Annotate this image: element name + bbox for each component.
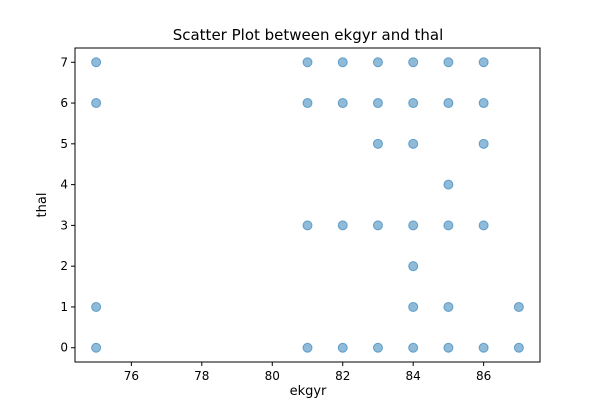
y-tick-label: 5 (60, 137, 68, 151)
data-point (443, 301, 454, 312)
data-point (478, 57, 489, 68)
data-point (91, 98, 102, 109)
x-tick-label: 86 (476, 369, 491, 383)
points-layer (91, 57, 524, 353)
data-point (513, 301, 524, 312)
y-tick-label: 6 (60, 96, 68, 110)
y-tick-label: 4 (60, 178, 68, 192)
data-point (302, 57, 313, 68)
y-axis: 0 1 2 3 4 5 6 7 (60, 55, 75, 355)
data-point (408, 138, 419, 149)
data-point (408, 98, 419, 109)
data-point (408, 301, 419, 312)
data-point (372, 98, 383, 109)
y-tick-label: 0 (60, 341, 68, 355)
data-point (337, 220, 348, 231)
data-point (478, 342, 489, 353)
data-point (91, 57, 102, 68)
data-point (302, 98, 313, 109)
x-axis: 76 78 80 82 84 86 (124, 362, 491, 383)
data-point (337, 98, 348, 109)
data-point (513, 342, 524, 353)
data-point (302, 220, 313, 231)
data-point (478, 98, 489, 109)
data-point (337, 342, 348, 353)
data-point (443, 98, 454, 109)
data-point (302, 342, 313, 353)
data-point (443, 342, 454, 353)
y-tick-label: 7 (60, 55, 68, 69)
data-point (408, 261, 419, 272)
x-tick-label: 80 (265, 369, 280, 383)
data-point (408, 220, 419, 231)
data-point (443, 57, 454, 68)
x-tick-label: 76 (124, 369, 139, 383)
x-tick-label: 82 (335, 369, 350, 383)
x-axis-label: ekgyr (290, 384, 327, 399)
data-point (372, 342, 383, 353)
data-point (443, 179, 454, 190)
chart-title: Scatter Plot between ekgyr and thal (173, 26, 444, 44)
data-point (91, 342, 102, 353)
data-point (372, 57, 383, 68)
data-point (408, 342, 419, 353)
data-point (337, 57, 348, 68)
x-tick-label: 78 (194, 369, 209, 383)
data-point (478, 138, 489, 149)
data-point (478, 220, 489, 231)
y-axis-label: thal (35, 193, 50, 218)
data-point (372, 138, 383, 149)
x-tick-label: 84 (406, 369, 421, 383)
y-tick-label: 3 (60, 218, 68, 232)
y-tick-label: 1 (60, 300, 68, 314)
data-point (443, 220, 454, 231)
plot-frame (74, 47, 541, 363)
data-point (372, 220, 383, 231)
data-point (91, 301, 102, 312)
data-point (408, 57, 419, 68)
y-tick-label: 2 (60, 259, 68, 273)
